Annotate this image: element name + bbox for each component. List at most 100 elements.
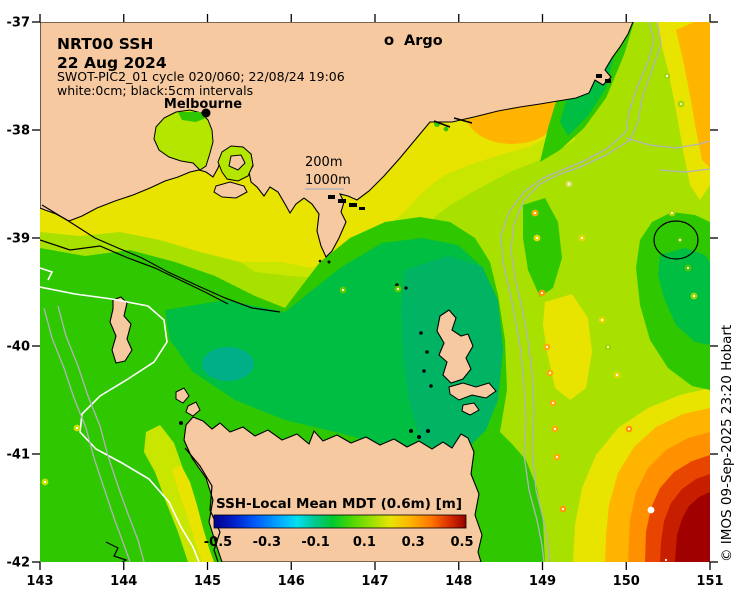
argo-float-marker-center: [75, 426, 79, 430]
colorbar-tick-label: -0.5: [204, 535, 232, 550]
argo-float-marker-center: [580, 236, 584, 240]
colorbar-tick-labels: -0.5 -0.3 -0.1 0.1 0.3 0.5: [204, 535, 474, 550]
plot-source: SWOT-PIC2_01 cycle 020/060; 22/08/24 19:…: [57, 69, 345, 84]
argo-float-marker-center: [567, 182, 571, 186]
y-tick-label: -37: [7, 16, 31, 31]
argo-float-marker-center: [679, 102, 683, 106]
argo-float-marker-center: [664, 558, 668, 562]
ssh-yellow-west-tas: [172, 465, 214, 562]
ssh-yellowgreen-band: [240, 125, 575, 278]
argo-float-marker-center: [535, 236, 539, 240]
argo-float-marker-center: [665, 74, 669, 78]
ssh-contour-black-ring: [653, 220, 699, 260]
plot-date: 22 Aug 2024: [57, 54, 167, 72]
x-tick-label: 150: [613, 574, 640, 589]
argo-legend-label: Argo: [404, 33, 443, 49]
argo-float-marker-center: [548, 371, 552, 375]
ssh-contour-black-tasmania: [184, 447, 221, 562]
flinders-island: [436, 309, 474, 384]
y-tick-label: -39: [7, 232, 31, 247]
argo-float-marker-center: [555, 455, 559, 459]
bathymetry-contours: [43, 22, 710, 562]
hunter-islands: [175, 387, 201, 417]
argo-float-marker-center: [692, 294, 696, 298]
ssh-green-tongue: [523, 198, 562, 297]
nsw-capes: [596, 74, 611, 83]
argo-float-marker-center: [649, 508, 653, 512]
french-island: [228, 154, 246, 171]
coastal-speck: [443, 126, 449, 132]
argo-float-marker-center: [670, 211, 674, 215]
credit-text: © IMOS 09-Sep-2025 23:20 Hobart: [719, 325, 735, 562]
argo-legend-symbol: o: [384, 31, 394, 49]
y-tick-label: -42: [7, 556, 31, 571]
x-tick-label: 143: [26, 574, 53, 589]
argo-float-marker-center: [553, 427, 557, 431]
clarke-island: [461, 402, 480, 416]
depth-label-1000m: 1000m: [305, 173, 351, 188]
argo-float-marker-center: [686, 266, 690, 270]
argo-float-marker-center: [533, 211, 537, 215]
colorbar-tick-label: -0.3: [253, 535, 281, 550]
small-islets: [179, 259, 433, 439]
argo-float-marker-center: [551, 401, 555, 405]
colorbar-tick-label: -0.1: [301, 535, 329, 550]
bathy-west-1000m: [57, 305, 145, 562]
king-island: [109, 296, 133, 364]
argo-float-marker-center: [561, 507, 565, 511]
depth-label-200m: 200m: [305, 155, 342, 170]
plot-contour-note: white:0cm; black:5cm intervals: [57, 83, 253, 98]
ssh-contour-black-2: [40, 239, 229, 305]
phillip-island: [213, 181, 248, 199]
colorbar-tick-label: 0.1: [353, 535, 376, 550]
argo-float-marker-center: [615, 373, 619, 377]
melbourne-label: Melbourne: [164, 97, 242, 112]
axis-ticks: [32, 14, 718, 570]
cape-barren-island: [448, 382, 497, 401]
x-tick-label: 149: [529, 574, 556, 589]
port-phillip-green-sliver: [178, 112, 206, 122]
bathy-branch-lower: [659, 168, 710, 173]
ssh-orange-ne-corner: [676, 22, 710, 168]
argo-float-markers: [41, 72, 698, 562]
x-tick-label: 146: [278, 574, 305, 589]
eddy-core-darkred: [675, 492, 710, 562]
land-australia-mainland: [40, 22, 634, 258]
x-tick-label: 151: [696, 574, 723, 589]
argo-float-marker-center: [600, 318, 604, 322]
ssh-greenmid-right-core: [658, 248, 710, 345]
corner-inlet-islets: [328, 195, 365, 210]
x-tick-label: 148: [445, 574, 472, 589]
ssh-field: [40, 22, 710, 562]
bathy-east-200m: [500, 22, 655, 562]
x-tick-label: 147: [361, 574, 388, 589]
y-axis-labels: -37 -38 -39 -40 -41 -42: [7, 16, 31, 571]
argo-float-marker-center: [606, 345, 610, 349]
bathy-west-200m: [43, 307, 131, 562]
port-phillip-bay: [153, 109, 214, 171]
ssh-contour-white-short: [40, 267, 54, 281]
y-tick-label: -38: [7, 124, 31, 139]
bathy-branch-upper: [625, 137, 710, 149]
ssh-teal-pool: [202, 347, 254, 381]
argo-float-marker-center: [545, 345, 549, 349]
colorbar-title: SSH-Local Mean MDT (0.6m) [m]: [216, 496, 462, 512]
bathy-east-1000m: [510, 22, 662, 562]
argo-float-marker-center: [627, 427, 631, 431]
ssh-contour-black-1: [41, 204, 281, 313]
x-tick-label: 144: [110, 574, 137, 589]
ssh-contour-black-squiggle: [105, 541, 128, 562]
argo-float-marker-center: [396, 287, 400, 291]
y-tick-label: -41: [7, 448, 31, 463]
x-axis-labels: 143 144 145 146 147 148 149 150 151: [26, 574, 723, 589]
argo-float-marker-center: [341, 288, 345, 292]
y-tick-label: -40: [7, 340, 31, 355]
argo-float-marker-center: [540, 291, 544, 295]
gippsland-lakes: [433, 117, 473, 128]
colorbar-tick-label: 0.3: [402, 535, 425, 550]
plot-title: NRT00 SSH: [57, 35, 153, 53]
argo-float-marker-center: [678, 238, 682, 242]
ssh-yellow-midright: [543, 294, 592, 400]
